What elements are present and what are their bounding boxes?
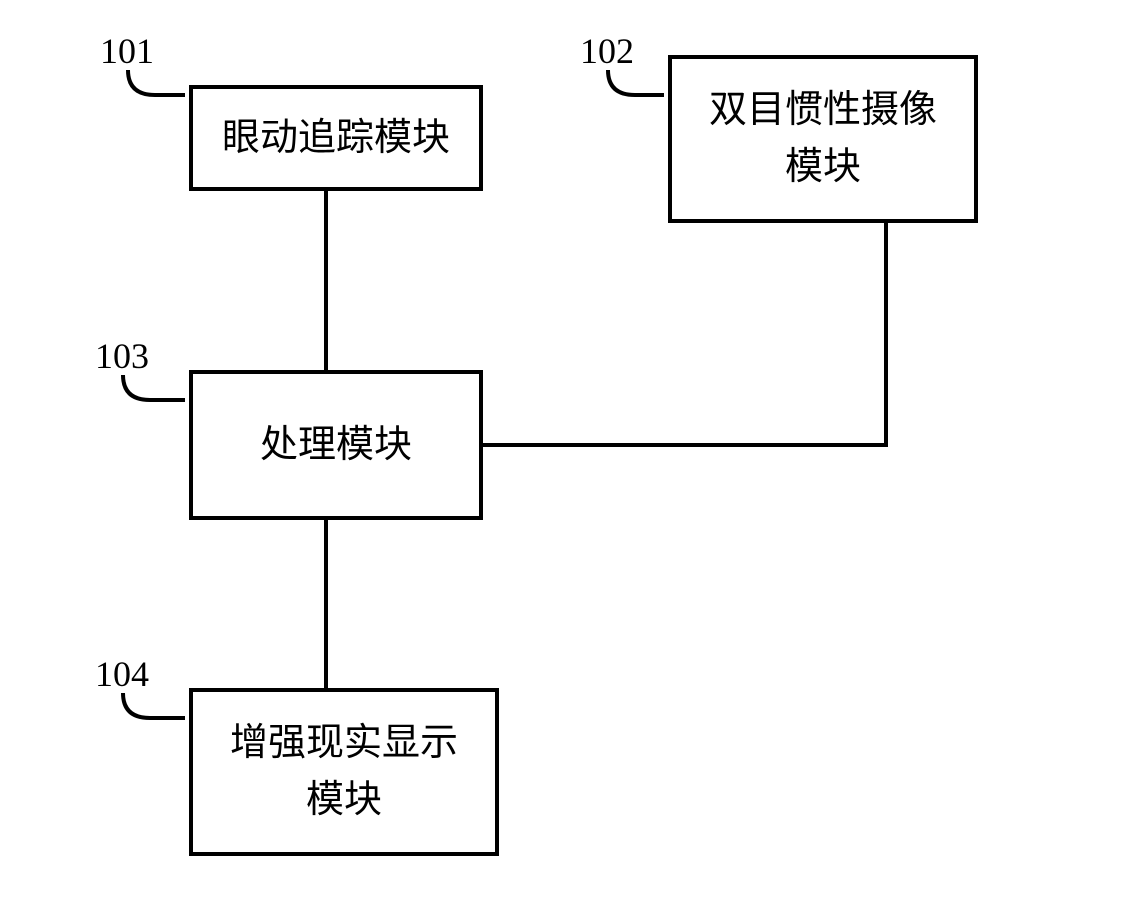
ref-connector-104 <box>0 0 1138 922</box>
edge <box>324 191 328 370</box>
diagram-canvas: 眼动追踪模块101双目惯性摄像 模块102处理模块103增强现实显示 模块104 <box>0 0 1138 922</box>
edge <box>324 520 328 688</box>
edge <box>483 443 888 447</box>
edge <box>884 223 888 447</box>
